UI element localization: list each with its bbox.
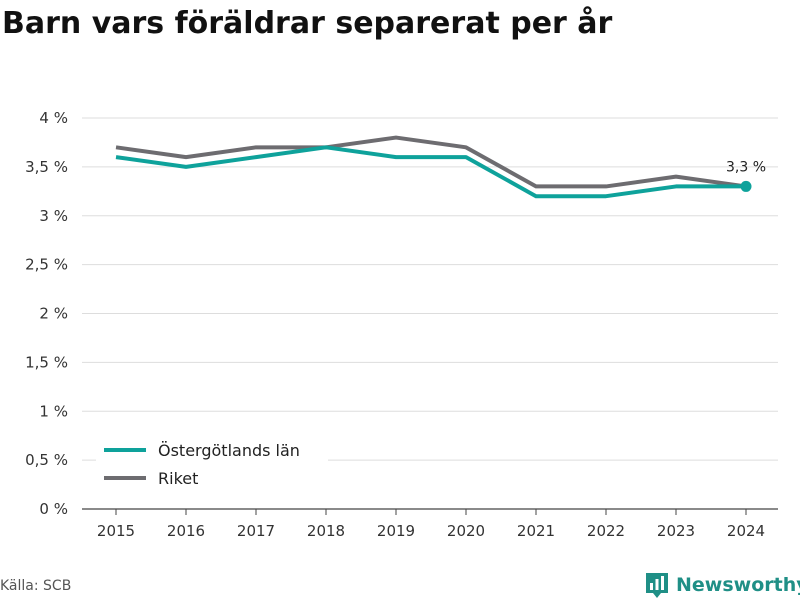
y-tick-label: 2,5 % xyxy=(25,256,68,274)
legend-label: Östergötlands län xyxy=(158,441,300,460)
series-line-riket xyxy=(115,135,747,189)
source-note: Källa: SCB xyxy=(0,578,72,594)
brand-logo: Newsworthy xyxy=(644,568,800,602)
legend-background xyxy=(96,436,328,492)
x-tick-label: 2021 xyxy=(517,522,555,540)
series-lines xyxy=(115,135,747,199)
x-tick-label: 2020 xyxy=(447,522,485,540)
y-tick-label: 1 % xyxy=(39,402,68,420)
y-tick-label: 0,5 % xyxy=(25,451,68,469)
y-tick-label: 3,5 % xyxy=(25,158,68,176)
end-point-marker xyxy=(740,180,752,192)
y-tick-label: 3 % xyxy=(39,207,68,225)
series-line-ostergotland xyxy=(115,145,746,199)
x-axis: 2015 2016 2017 2018 2019 2020 2021 2022 2023 2024 xyxy=(82,508,778,540)
legend-label: Riket xyxy=(158,469,198,488)
x-tick-label: 2015 xyxy=(97,522,135,540)
x-tick-label: 2016 xyxy=(167,522,205,540)
end-value-label: 3,3 % xyxy=(726,159,766,175)
y-tick-label: 1,5 % xyxy=(25,353,68,371)
chart-title: Barn vars föräldrar separerat per år xyxy=(2,6,613,41)
x-tick-label: 2024 xyxy=(727,522,765,540)
x-tick-label: 2022 xyxy=(587,522,625,540)
y-axis-ticks: 0 % 0,5 % 1 % 1,5 % 2 % 2,5 % 3 % 3,5 % 4 % xyxy=(25,109,68,518)
x-tick-label: 2018 xyxy=(307,522,345,540)
y-tick-label: 0 % xyxy=(39,500,68,518)
end-marker: 3,3 % xyxy=(726,159,766,192)
legend: Östergötlands län Riket xyxy=(96,436,328,492)
x-tick-label: 2019 xyxy=(377,522,415,540)
x-tick-label: 2023 xyxy=(657,522,695,540)
x-tick-label: 2017 xyxy=(237,522,275,540)
newsworthy-logo-icon xyxy=(646,573,668,598)
y-tick-label: 2 % xyxy=(39,305,68,323)
y-tick-label: 4 % xyxy=(39,109,68,127)
brand-name: Newsworthy xyxy=(676,574,800,596)
grid-lines xyxy=(82,117,778,461)
